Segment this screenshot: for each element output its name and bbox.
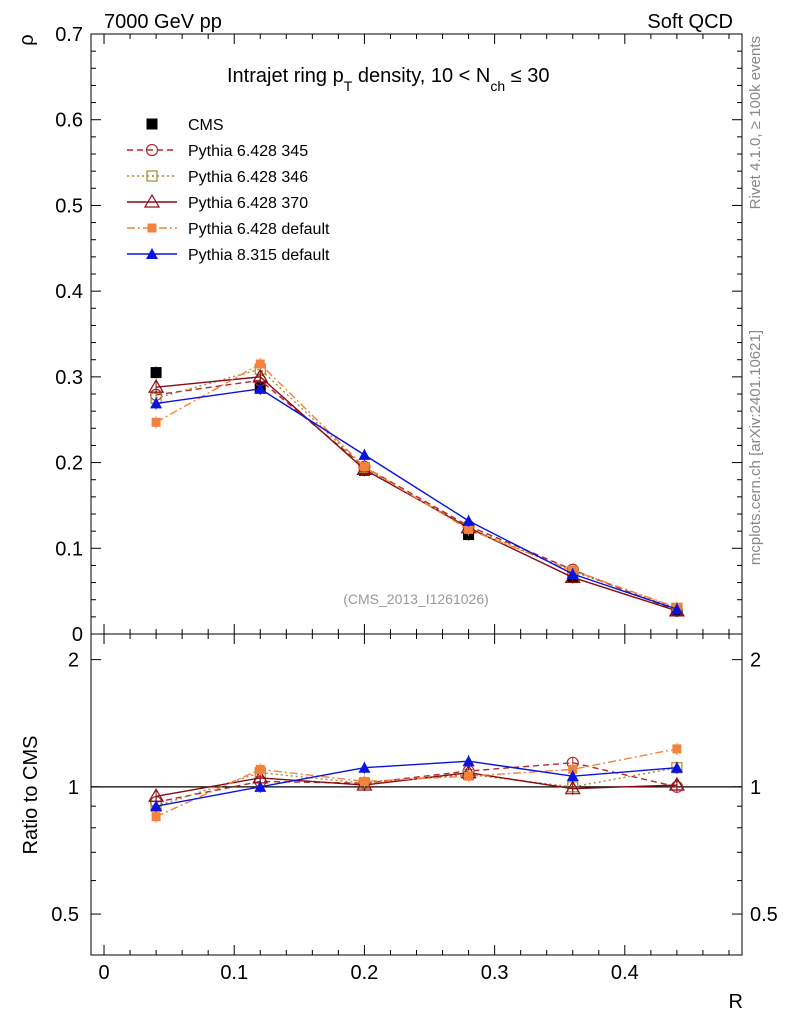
ratio-y-tick-label-right: 0.5 <box>750 904 778 926</box>
y-tick-label: 0.2 <box>55 453 83 475</box>
legend-label-p346: Pythia 6.428 346 <box>188 169 308 186</box>
ratio-line-p8def <box>155 760 677 807</box>
legend-marker-cms <box>146 118 158 130</box>
ratio-y-tick-label-right: 2 <box>750 650 761 672</box>
main-point-p8def <box>150 397 163 409</box>
legend-marker-p8def <box>146 248 158 259</box>
x-tick-label: 0.4 <box>611 962 639 984</box>
ratio-point-p6def <box>672 744 682 754</box>
main-series-p370 <box>148 368 685 617</box>
main-point-p8def <box>462 514 475 526</box>
ratio-point-p6def <box>151 812 161 822</box>
legend-item-p345: Pythia 6.428 345 <box>127 143 308 160</box>
legend-item-cms: CMS <box>146 117 224 134</box>
main-point-p8def <box>358 448 371 460</box>
x-axis-title: R <box>729 991 743 1013</box>
main-title: Intrajet ring pT density, 10 < Nch ≤ 30 <box>227 65 549 94</box>
title-mid: density, 10 < N <box>352 65 490 87</box>
legend-item-p346: Pythia 6.428 346 <box>127 169 308 186</box>
legend-item-p370: Pythia 6.428 370 <box>127 193 308 212</box>
ratio-series-p6def <box>151 742 682 823</box>
main-point-p370 <box>148 378 165 393</box>
title-sub-ch: ch <box>490 78 505 94</box>
legend-item-p8def: Pythia 8.315 default <box>127 247 330 264</box>
main-point-cms <box>150 367 162 379</box>
legend-label-p8def: Pythia 8.315 default <box>188 247 330 264</box>
main-series-cms <box>150 366 683 617</box>
legend-marker-p346 <box>146 170 158 182</box>
main-line-p6def <box>155 363 678 609</box>
y-tick-label: 0.6 <box>55 110 83 132</box>
ratio-point-p370 <box>564 780 581 795</box>
ratio-point-p6def <box>359 776 369 786</box>
x-tick-label: 0.2 <box>351 962 379 984</box>
x-tick-label: 0.3 <box>481 962 509 984</box>
main-line-p370 <box>156 376 678 612</box>
legend-label-p345: Pythia 6.428 345 <box>188 143 308 160</box>
ratio-y-tick-label-right: 1 <box>750 777 761 799</box>
y-tick-label: 0 <box>72 624 83 646</box>
legend-item-p6def: Pythia 6.428 default <box>127 221 330 238</box>
header-right: Soft QCD <box>647 11 733 33</box>
ratio-y-tick-label: 2 <box>68 650 79 672</box>
ratio-point-p6def <box>464 771 474 781</box>
ratio-point-p6def <box>568 764 578 774</box>
legend-label-p6def: Pythia 6.428 default <box>188 221 330 238</box>
main-point-p6def <box>359 462 369 472</box>
ratio-y-tick-label: 1 <box>68 777 79 799</box>
main-frame: 0 0.1 0.2 0.3 0.4 0.5 0.6 0.7 <box>55 24 743 646</box>
ratio-line-p370 <box>155 772 677 797</box>
legend-label-p370: Pythia 6.428 370 <box>188 195 308 212</box>
legend: CMS Pythia 6.428 345 Pythia 6.428 346 Pythi… <box>127 117 330 264</box>
x-tick-label: 0 <box>98 962 109 984</box>
y-tick-label: 0.5 <box>55 195 83 217</box>
main-line-p345 <box>156 379 678 612</box>
ratio-frame: 0 0.1 0.2 0.3 0.4 0.5 0.5 1 1 2 2 <box>51 633 778 984</box>
main-point-p370 <box>252 368 269 383</box>
main-series-p346 <box>150 363 683 615</box>
ratio-line-p345 <box>155 762 678 803</box>
main-ylabel: ρ <box>16 34 38 45</box>
legend-label-cms: CMS <box>188 117 224 134</box>
main-point-p8def <box>566 568 579 579</box>
main-point-p8def <box>670 603 683 615</box>
y-tick-label: 0.4 <box>55 281 83 303</box>
legend-marker-p345 <box>145 143 159 157</box>
y-tick-label: 0.7 <box>55 24 83 46</box>
main-point-p8def <box>254 382 267 394</box>
ratio-point-p370 <box>668 776 685 791</box>
main-line-p346 <box>155 368 678 609</box>
legend-marker-p6def <box>147 223 157 233</box>
frame-border <box>90 633 743 956</box>
ratio-point-p8def <box>254 780 267 792</box>
main-point-p6def <box>464 524 474 534</box>
ratio-point-p8def <box>358 761 371 773</box>
mcplots-label: mcplots.cern.ch [arXiv:2401.10621] <box>747 330 764 565</box>
title-base: Intrajet ring p <box>227 65 344 87</box>
ratio-point-p6def <box>255 764 265 774</box>
rivet-label: Rivet 4.1.0, ≥ 100k events <box>747 36 764 209</box>
ratio-y-tick-label: 0.5 <box>51 904 79 926</box>
ratio-point-p8def <box>150 800 163 812</box>
ratio-ylabel: Ratio to CMS <box>20 736 42 855</box>
main-point-p6def <box>255 359 265 369</box>
analysis-watermark: (CMS_2013_I1261026) <box>343 591 489 607</box>
title-end: ≤ 30 <box>505 65 549 87</box>
y-tick-label: 0.3 <box>55 367 83 389</box>
main-point-p6def <box>151 417 161 427</box>
main-series-p6def <box>151 358 682 614</box>
header-left: 7000 GeV pp <box>104 11 222 33</box>
title-sub-t: T <box>344 78 353 94</box>
ratio-point-p8def <box>462 755 475 767</box>
main-series-p8def <box>150 382 683 616</box>
ratio-point-p8def <box>670 761 683 773</box>
legend-marker-p370 <box>143 193 161 208</box>
main-line-p8def <box>156 388 678 610</box>
x-tick-label: 0.1 <box>220 962 248 984</box>
ratio-series-p8def <box>150 755 683 813</box>
y-tick-label: 0.1 <box>55 538 83 560</box>
ratio-point-p8def <box>566 770 579 782</box>
